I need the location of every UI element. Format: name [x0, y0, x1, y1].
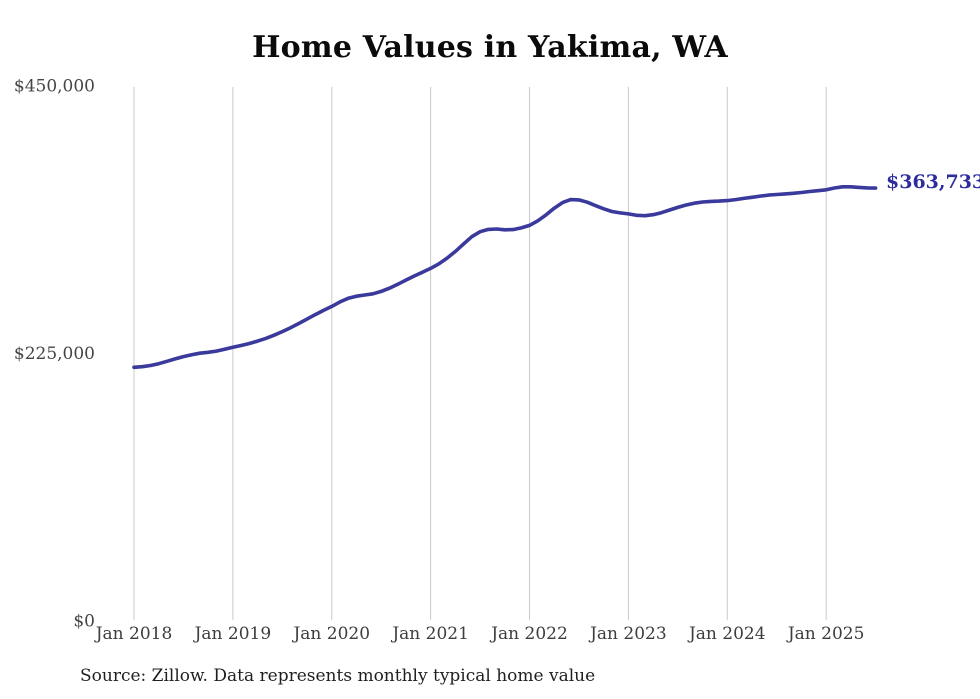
- x-tick-label: Jan 2024: [687, 624, 766, 644]
- x-tick-label: Jan 2019: [193, 624, 272, 644]
- y-tick-label: $0: [73, 612, 95, 632]
- y-tick-label: $225,000: [14, 344, 95, 364]
- x-tick-label: Jan 2023: [588, 624, 667, 644]
- x-tick-label: Jan 2025: [786, 624, 865, 644]
- y-tick-label: $450,000: [14, 77, 95, 97]
- x-tick-label: Jan 2022: [489, 624, 568, 644]
- chart-title: Home Values in Yakima, WA: [252, 30, 728, 65]
- x-axis-labels: Jan 2018 Jan 2019 Jan 2020 Jan 2021 Jan 2022…: [94, 624, 865, 644]
- y-axis-labels: $450,000 $225,000 $0: [14, 77, 95, 632]
- x-tick-label: Jan 2020: [291, 624, 370, 644]
- source-attribution: Source: Zillow. Data represents monthly …: [80, 666, 596, 686]
- latest-value-label: $363,733: [886, 171, 980, 193]
- home-value-line-series: [132, 185, 878, 370]
- x-tick-label: Jan 2021: [390, 624, 469, 644]
- x-tick-label: Jan 2018: [94, 624, 173, 644]
- vertical-gridlines: [133, 87, 827, 620]
